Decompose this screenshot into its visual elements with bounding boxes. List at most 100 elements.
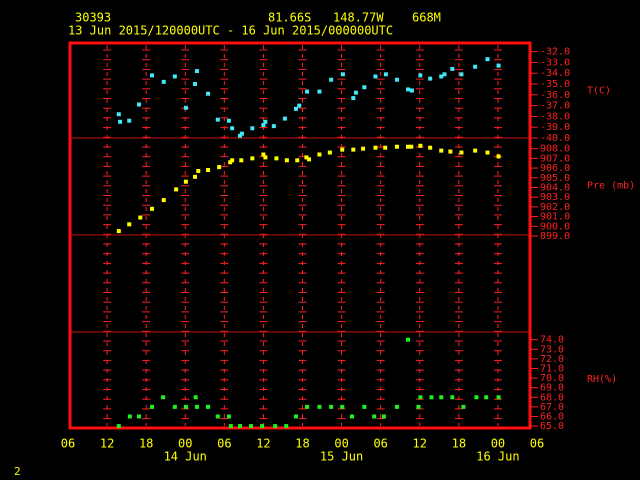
data-point [406,87,411,92]
data-point [450,66,455,71]
date-label: 15 Jun [320,450,363,464]
data-point [327,150,332,155]
data-point [394,144,399,149]
data-point [304,155,309,160]
data-point [485,57,490,62]
data-point [116,229,121,234]
data-point [459,72,464,77]
data-point [137,102,142,107]
y-tick-label: 65.0 [540,421,564,432]
latitude: 81.66S [268,11,311,25]
data-point [161,79,166,84]
data-point [295,158,300,163]
data-point [381,414,386,419]
data-point [353,90,358,95]
data-point [428,145,433,150]
axis-label: Pre (mb) [587,181,635,192]
y-tick-label: 904.0 [540,182,570,193]
y-tick-label: 74.0 [540,335,564,346]
data-point [340,72,345,77]
data-point [215,414,220,419]
y-tick-label: 905.0 [540,173,570,184]
data-point [239,131,244,136]
data-point [193,174,198,179]
y-tick-label: -35.0 [540,79,570,90]
data-point [263,119,268,124]
data-point [183,179,188,184]
data-point [150,206,155,211]
y-tick-label: -38.0 [540,111,570,122]
data-point [329,404,334,409]
data-point [194,404,199,409]
x-tick-label: 18 [452,437,466,451]
y-tick-label: -34.0 [540,68,570,79]
data-point [383,72,388,77]
data-point [237,133,242,138]
data-point [362,85,367,90]
data-point [373,145,378,150]
data-point [206,168,211,173]
y-tick-label: 903.0 [540,192,570,203]
data-point [362,404,367,409]
data-point [284,424,289,429]
data-point [249,424,254,429]
data-point [350,414,355,419]
data-point [230,158,235,163]
data-point [239,158,244,163]
y-tick-label: 72.0 [540,354,564,365]
data-point [317,404,322,409]
data-point [351,96,356,101]
data-point [459,150,464,155]
data-point [193,82,198,87]
data-point [496,63,501,68]
data-point [416,404,421,409]
x-tick-label: 12 [256,437,270,451]
x-tick-label: 18 [139,437,153,451]
elevation: 668M [412,11,441,25]
data-point [307,157,312,162]
data-point [273,424,278,429]
data-point [263,155,268,160]
data-point [450,395,455,400]
x-tick-label: 12 [413,437,427,451]
data-point [418,143,423,148]
y-tick-label: 71.0 [540,363,564,374]
station-id: 30393 [75,11,111,25]
y-tick-label: -40.0 [540,133,570,144]
y-tick-label: 66.0 [540,411,564,422]
data-point [237,424,242,429]
data-point [250,156,255,161]
data-point [485,150,490,155]
data-point [394,77,399,82]
data-point [439,148,444,153]
data-point [116,112,121,117]
data-point [473,64,478,69]
data-point [284,158,289,163]
data-point [261,123,266,128]
date-label: 16 Jun [476,450,519,464]
data-point [496,154,501,159]
data-point [194,69,199,74]
data-point [193,395,198,400]
data-point [226,414,231,419]
y-tick-label: 908.0 [540,144,570,155]
data-point [418,73,423,78]
data-point [137,414,142,419]
data-point [127,414,132,419]
data-point [372,414,377,419]
data-point [217,165,222,170]
data-point [260,424,265,429]
axis-label: RH(%) [587,374,617,385]
longitude: 148.77W [333,11,384,25]
data-point [293,106,298,111]
data-point [226,118,231,123]
data-point [206,404,211,409]
x-tick-label: 06 [61,437,75,451]
data-point [127,118,132,123]
data-point [297,103,302,108]
data-point [418,395,423,400]
y-tick-label: -36.0 [540,90,570,101]
data-point [215,117,220,122]
data-point [409,144,414,149]
